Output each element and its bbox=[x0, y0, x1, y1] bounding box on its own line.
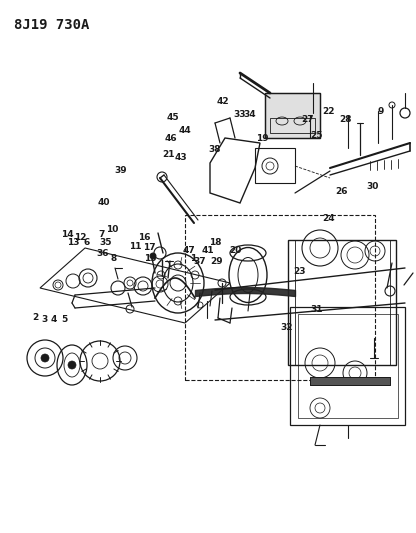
Circle shape bbox=[150, 253, 156, 259]
Text: 8J19 730A: 8J19 730A bbox=[14, 18, 89, 32]
Text: 45: 45 bbox=[166, 113, 179, 122]
Text: 2: 2 bbox=[32, 313, 39, 321]
Text: 14: 14 bbox=[61, 230, 74, 239]
Text: 35: 35 bbox=[100, 238, 112, 247]
Bar bbox=[310, 377, 390, 385]
Bar bbox=[185, 215, 375, 380]
Text: 25: 25 bbox=[310, 132, 322, 140]
Text: 20: 20 bbox=[229, 246, 241, 255]
Text: 31: 31 bbox=[310, 305, 322, 313]
Text: 39: 39 bbox=[114, 166, 127, 175]
Bar bbox=[288, 240, 396, 365]
Text: 19: 19 bbox=[256, 134, 268, 143]
Text: 46: 46 bbox=[164, 134, 177, 143]
Text: 15: 15 bbox=[144, 254, 157, 263]
Text: 17: 17 bbox=[143, 244, 155, 252]
Text: 44: 44 bbox=[179, 126, 191, 135]
Text: 43: 43 bbox=[175, 153, 187, 161]
Text: 16: 16 bbox=[139, 233, 151, 241]
Text: 5: 5 bbox=[61, 316, 68, 324]
Bar bbox=[270, 118, 315, 133]
Text: 29: 29 bbox=[210, 257, 223, 265]
Text: 8: 8 bbox=[110, 254, 116, 263]
Text: 3: 3 bbox=[42, 316, 48, 324]
Text: 11: 11 bbox=[129, 242, 141, 251]
Text: 41: 41 bbox=[202, 246, 214, 255]
Text: 21: 21 bbox=[162, 150, 175, 159]
Text: 32: 32 bbox=[281, 324, 293, 332]
Text: 33: 33 bbox=[233, 110, 245, 119]
Text: 1: 1 bbox=[190, 254, 197, 263]
Text: 37: 37 bbox=[193, 257, 206, 265]
Text: 10: 10 bbox=[106, 225, 119, 233]
Text: 23: 23 bbox=[293, 268, 306, 276]
Text: 27: 27 bbox=[302, 116, 314, 124]
Bar bbox=[265, 93, 320, 138]
Text: 34: 34 bbox=[243, 110, 256, 119]
Text: 13: 13 bbox=[67, 238, 79, 247]
Text: 9: 9 bbox=[377, 108, 384, 116]
Bar bbox=[255, 148, 295, 183]
Bar bbox=[265, 93, 320, 138]
Text: 24: 24 bbox=[322, 214, 335, 223]
Text: 30: 30 bbox=[366, 182, 379, 191]
Text: 7: 7 bbox=[99, 230, 105, 239]
Text: 18: 18 bbox=[209, 238, 222, 247]
Circle shape bbox=[41, 354, 49, 362]
Text: 22: 22 bbox=[322, 108, 335, 116]
Text: 38: 38 bbox=[208, 145, 220, 154]
Text: 36: 36 bbox=[97, 249, 109, 257]
Text: 26: 26 bbox=[335, 188, 347, 196]
Text: 28: 28 bbox=[339, 116, 352, 124]
Text: 42: 42 bbox=[216, 97, 229, 106]
Circle shape bbox=[68, 361, 76, 369]
Bar bbox=[310, 377, 390, 385]
Text: 40: 40 bbox=[98, 198, 110, 207]
Text: 12: 12 bbox=[74, 233, 87, 241]
Text: 47: 47 bbox=[183, 246, 196, 255]
Bar bbox=[290, 307, 405, 425]
Text: 4: 4 bbox=[51, 316, 57, 324]
Bar bbox=[298, 314, 398, 418]
Text: 6: 6 bbox=[83, 238, 90, 247]
